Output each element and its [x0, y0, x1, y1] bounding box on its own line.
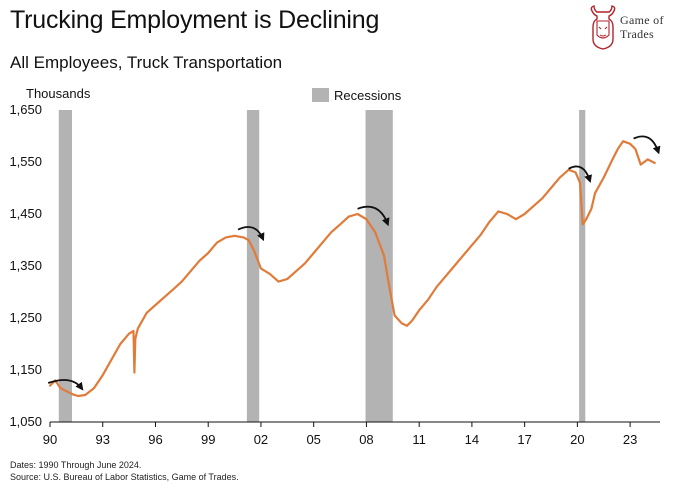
- trend-arrow-1: [237, 226, 265, 242]
- y-tick-label: 1,350: [9, 258, 42, 273]
- recession-band-1: [246, 110, 260, 422]
- series-line-0: [48, 140, 656, 398]
- y-tick-label: 1,650: [9, 102, 42, 117]
- legend: Recessions: [312, 88, 402, 103]
- footer-dates: Dates: 1990 Through June 2024.: [10, 460, 142, 470]
- x-tick-label: 08: [359, 432, 373, 447]
- y-tick-label: 1,450: [9, 206, 42, 221]
- x-tick-label: 96: [148, 432, 162, 447]
- footer-source: Source: U.S. Bureau of Labor Statistics,…: [10, 472, 239, 482]
- x-tick-label: 93: [96, 432, 110, 447]
- chart-subtitle: All Employees, Truck Transportation: [10, 53, 283, 72]
- x-tick-label: 05: [306, 432, 320, 447]
- recession-band-0: [58, 110, 72, 422]
- axes: 1,050 1,150 1,250 1,350 1,450 1,550 1,650 90 93 9…: [9, 102, 660, 447]
- logo-line-1: Game of: [620, 13, 664, 27]
- y-tick-label: 1,250: [9, 310, 42, 325]
- x-tick-label: 11: [412, 432, 426, 447]
- logo-line-2: Trades: [620, 27, 655, 41]
- x-tick-label: 17: [517, 432, 531, 447]
- x-tick-label: 23: [623, 432, 637, 447]
- x-tick-label: 90: [43, 432, 57, 447]
- legend-swatch-recessions: [312, 88, 329, 102]
- trend-arrows: [47, 135, 661, 391]
- x-tick-label: 14: [465, 432, 479, 447]
- trend-arrow-4: [633, 135, 661, 155]
- footer-notes: Dates: 1990 Through June 2024. Source: U…: [10, 459, 239, 483]
- trend-arrow-0: [47, 379, 84, 391]
- recession-band-2: [365, 110, 393, 422]
- brand-logo: Game of Trades: [588, 5, 674, 51]
- y-tick-label: 1,150: [9, 362, 42, 377]
- y-tick-label: 1,550: [9, 154, 42, 169]
- x-tick-label: 02: [254, 432, 268, 447]
- series-lines: [48, 140, 656, 398]
- x-tick-label: 99: [201, 432, 215, 447]
- recession-bands: [58, 110, 586, 422]
- legend-label-recessions: Recessions: [334, 88, 402, 103]
- recession-band-3: [579, 110, 586, 422]
- y-tick-label: 1,050: [9, 414, 42, 429]
- y-axis-unit-label: Thousands: [26, 86, 91, 101]
- trend-arrow-3: [568, 165, 592, 184]
- chart-title: Trucking Employment is Declining: [10, 6, 380, 34]
- trend-arrow-2: [357, 205, 390, 227]
- x-tick-label: 20: [570, 432, 584, 447]
- bull-icon: [590, 5, 616, 50]
